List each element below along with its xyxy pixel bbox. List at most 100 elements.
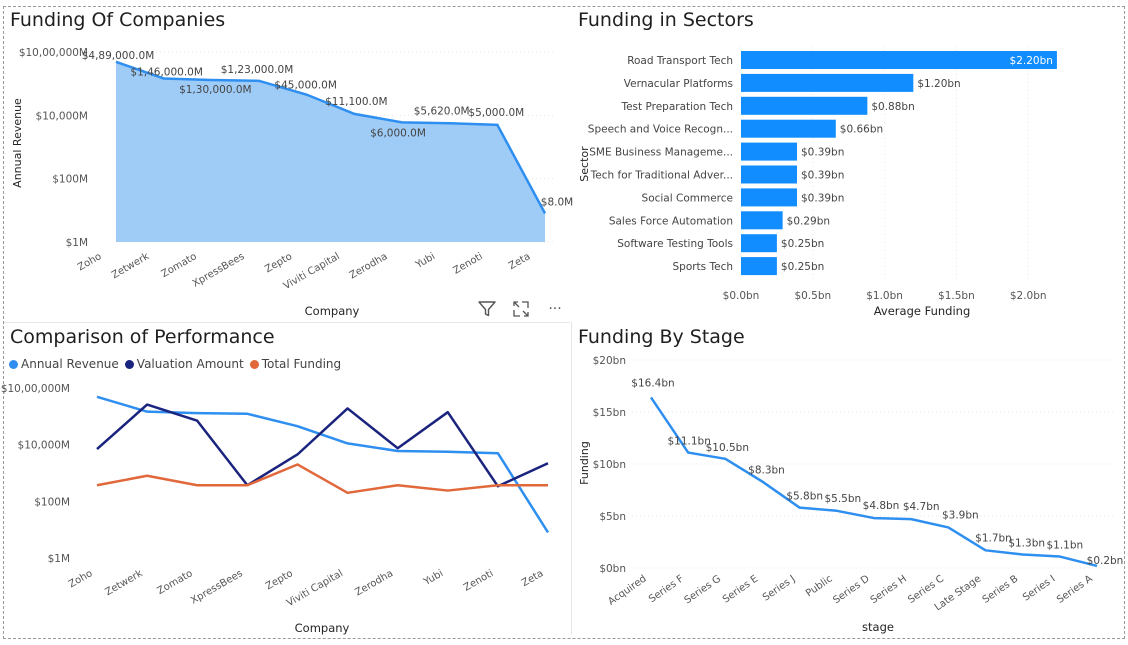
report-canvas-frame xyxy=(3,6,1125,639)
filter-icon[interactable] xyxy=(476,298,498,320)
y-tick-label: $0bn xyxy=(599,563,626,575)
data-label: $0.39bn xyxy=(801,192,844,204)
chart-title-comparison-of-performance: Comparison of Performance xyxy=(10,326,275,348)
x-tick-label: Acquired xyxy=(606,573,648,607)
data-label: $11.1bn xyxy=(667,436,710,448)
y-tick-label: $1M xyxy=(48,553,70,565)
y-tick-label: Vernacular Platforms xyxy=(624,78,733,90)
data-label: $1.3bn xyxy=(1008,537,1045,549)
bar xyxy=(741,119,836,138)
data-label: $11,100.0M xyxy=(325,96,388,108)
x-tick-label: $0.5bn xyxy=(794,290,831,302)
data-label: $1.20bn xyxy=(917,78,960,90)
data-label: $0.2bn xyxy=(1087,555,1124,567)
x-tick-label: Series B xyxy=(981,573,1021,605)
y-tick-label: $10,000M xyxy=(18,440,70,452)
y-tick-label: $10,00,000M xyxy=(1,383,70,395)
data-label: $0.25bn xyxy=(781,261,824,273)
series-line-total-funding xyxy=(96,463,548,495)
data-label: $16.4bn xyxy=(631,377,674,389)
data-label: $8.0M xyxy=(541,196,573,208)
legend-label: Valuation Amount xyxy=(136,357,244,371)
bar xyxy=(741,165,798,184)
y-tick-label: SME Business Manageme... xyxy=(589,147,733,159)
data-label: $4.7bn xyxy=(903,501,940,513)
y-tick-label: Sales Force Automation xyxy=(609,215,733,227)
y-tick-label: Social Commerce xyxy=(642,192,733,204)
x-axis-title: Company xyxy=(305,304,360,318)
visual-header-toolbar: ··· xyxy=(476,298,566,320)
y-tick-label: $100M xyxy=(34,496,70,508)
x-tick-label: Public xyxy=(804,573,835,599)
legend-dot-icon xyxy=(249,359,259,369)
x-tick-label: Series F xyxy=(647,573,686,605)
y-tick-label: $5bn xyxy=(599,511,626,523)
x-tick-label: Series D xyxy=(831,573,872,606)
data-label: $3.9bn xyxy=(942,509,979,521)
data-label: $5,620.0M xyxy=(414,105,470,117)
data-label: $2.20bn xyxy=(1010,55,1053,67)
y-tick-label: Speech and Voice Recogn... xyxy=(588,124,733,136)
bar xyxy=(741,257,777,276)
data-label: $5,000.0M xyxy=(468,107,524,119)
more-options-icon[interactable]: ··· xyxy=(548,301,562,317)
x-axis-title: stage xyxy=(862,620,894,634)
y-tick-label: Test Preparation Tech xyxy=(620,101,733,113)
y-tick-label: Software Testing Tools xyxy=(617,238,733,250)
data-label: $0.29bn xyxy=(787,215,830,227)
x-tick-label: Series J xyxy=(761,573,798,603)
focus-mode-icon[interactable] xyxy=(510,298,532,320)
bar xyxy=(741,234,777,253)
legend-label: Annual Revenue xyxy=(21,357,119,371)
panel-divider-vertical xyxy=(571,322,572,634)
data-label: $8.3bn xyxy=(748,465,785,477)
legend-dot-icon xyxy=(9,359,18,369)
data-label: $0.39bn xyxy=(801,170,844,182)
legend-item-valuation-amount[interactable]: Valuation Amount xyxy=(124,357,244,371)
bar xyxy=(741,142,798,161)
data-label: $1,23,000.0M xyxy=(221,64,294,76)
x-tick-label: $0.0bn xyxy=(723,290,760,302)
chart-title-funding-in-sectors: Funding in Sectors xyxy=(578,9,754,31)
data-label: $4,89,000.0M xyxy=(82,50,155,62)
data-label: $0.88bn xyxy=(871,101,914,113)
series-line-valuation-amount xyxy=(96,403,549,488)
data-label: $5.5bn xyxy=(824,493,861,505)
x-axis-title: Company xyxy=(295,621,350,635)
x-tick-label: Series I xyxy=(1021,573,1058,603)
y-tick-label: $10,00,000M xyxy=(19,47,88,59)
x-tick-label: Series G xyxy=(683,573,723,606)
x-tick-label: Series H xyxy=(869,573,909,606)
y-tick-label: Road Transport Tech xyxy=(627,55,733,67)
legend-item-annual-revenue[interactable]: Annual Revenue xyxy=(9,357,119,371)
bar xyxy=(741,188,798,207)
legend-item-total-funding[interactable]: Total Funding xyxy=(249,357,342,371)
data-label: $1,30,000.0M xyxy=(179,84,252,96)
panel-divider-horizontal xyxy=(4,322,570,323)
series-line xyxy=(649,396,1098,568)
data-label: $0.66bn xyxy=(840,124,883,136)
y-axis-title: Funding xyxy=(578,441,591,485)
data-label: $5.8bn xyxy=(786,491,823,503)
x-axis-title: Average Funding xyxy=(874,304,971,318)
data-label: $0.39bn xyxy=(801,147,844,159)
y-tick-label: $20bn xyxy=(593,355,626,367)
y-tick-label: $10bn xyxy=(593,459,626,471)
y-tick-label: Tech for Traditional Adver... xyxy=(590,170,733,182)
area-fill xyxy=(116,61,545,242)
legend-label: Total Funding xyxy=(261,357,342,371)
y-tick-label: $1M xyxy=(66,237,88,249)
y-tick-label: $100M xyxy=(52,174,88,186)
legend-dot-icon xyxy=(124,359,134,369)
data-label: $4.8bn xyxy=(863,500,900,512)
x-tick-label: $2.0bn xyxy=(1010,290,1047,302)
series-line xyxy=(115,60,547,214)
y-axis-title: Sector xyxy=(578,146,591,182)
data-label: $1,46,000.0M xyxy=(130,66,203,78)
data-label: $1.7bn xyxy=(975,532,1012,544)
y-tick-label: Sports Tech xyxy=(672,261,733,273)
